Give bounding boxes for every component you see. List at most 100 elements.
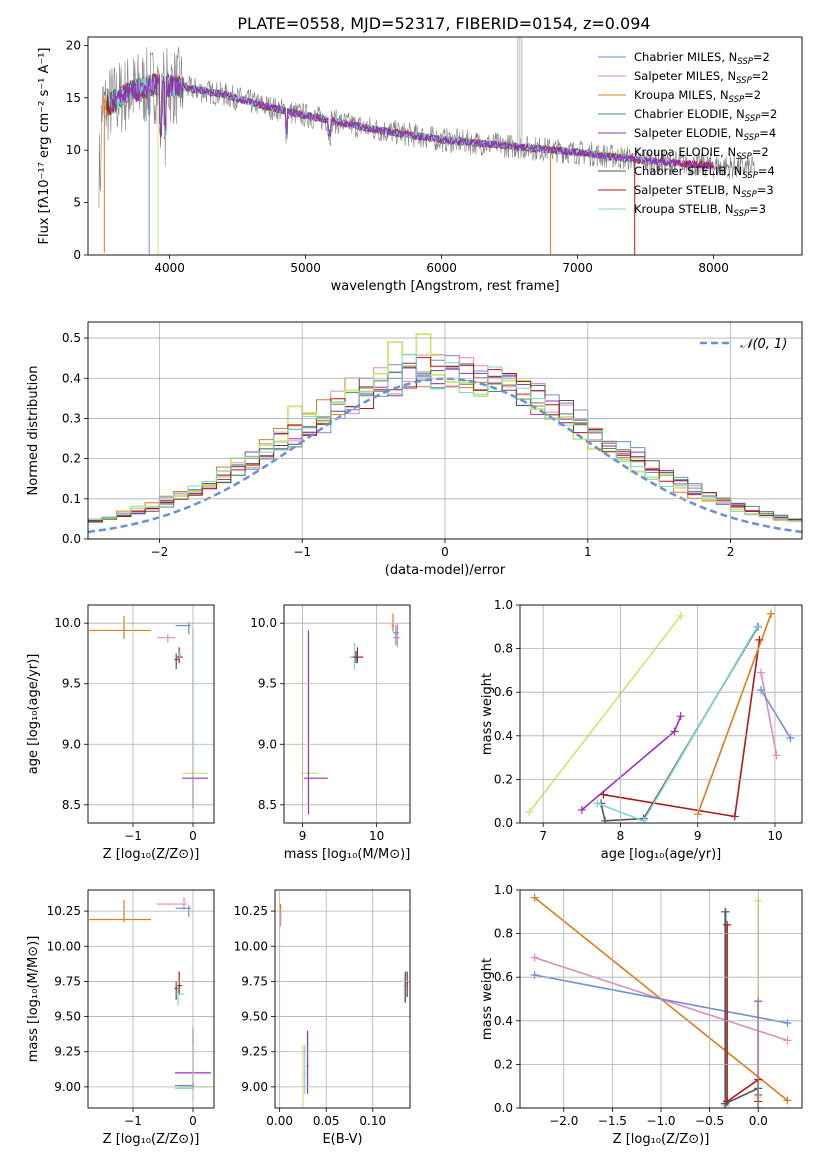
y-tick-label: 9.0	[62, 737, 81, 751]
weight-point	[757, 668, 766, 677]
y-tick-label: 9.50	[241, 1010, 268, 1024]
legend-entry-normal: 𝒩(0, 1)	[740, 337, 787, 352]
legend-entry: Chabrier ELODIE, NSSP=2	[634, 107, 777, 124]
y-axis-label: mass [log₁₀(M/M⊙)]	[26, 936, 41, 1063]
chart-age-vs-mass: 9 10 8.5 9.0 9.5 10.0 mass [log₁₀(M/M⊙)]	[250, 604, 411, 862]
x-tick-label: 8	[617, 829, 625, 843]
chart-mass-weight-vs-Z: −2.0 −1.5 −1.0 −0.5 0.0 0.0 0.2 0.4 0.6 0.8 1.0 Z […	[480, 883, 803, 1147]
x-tick-label: −0.5	[695, 1114, 724, 1128]
x-tick-label: 9	[694, 829, 702, 843]
weight-point	[525, 808, 534, 817]
y-tick-label: 10.25	[234, 904, 268, 918]
y-tick-label: 9.75	[54, 974, 81, 988]
x-axis-label: E(B-V)	[322, 1132, 362, 1147]
weight-line-salpeter_elodie	[581, 715, 682, 811]
chart-mass-vs-Z: −1 0 9.00 9.25 9.50 9.75 10.00 10.25 Z [log₁₀(Z/…	[26, 889, 215, 1147]
legend-label: Chabrier STELIB, N	[634, 164, 742, 178]
legend-entry: Salpeter MILES, NSSP=2	[634, 69, 769, 86]
legend-entry: Kroupa ELODIE, NSSP=2	[634, 145, 769, 162]
y-tick-label: 0.2	[62, 452, 81, 466]
legend-suffix: =2	[760, 107, 777, 121]
y-tick-label: 9.25	[54, 1045, 81, 1059]
y-tick-label: 0.4	[494, 729, 513, 743]
legend-suffix: =2	[752, 69, 769, 83]
legend-entry: Chabrier STELIB, NSSP=4	[634, 164, 775, 181]
weight-point	[670, 727, 679, 736]
legend-label: Salpeter ELODIE, N	[634, 126, 744, 140]
chart-residuals: −2 −1 0 1 2 0.0 0.1 0.2 0.3 0.4 0.5 (data-model)/er…	[26, 321, 803, 578]
weight-point	[600, 816, 609, 823]
x-tick-label: −1.5	[598, 1114, 627, 1128]
legend-subscript: SSP	[736, 76, 752, 86]
chart-age-vs-Z: −1 0 8.5 9.0 9.5 10.0 Z [log₁₀(Z/Z⊙)] age [log₁…	[26, 604, 215, 862]
axes-frame	[87, 604, 215, 824]
weight-point	[577, 805, 586, 814]
chart-mass-vs-ebv: 0.00 0.05 0.10 9.00 9.25 9.50 9.75 10.00 10.25 E(…	[234, 889, 411, 1147]
x-tick-label: −1	[124, 829, 142, 843]
y-tick-label: 0.6	[494, 970, 513, 984]
x-tick-label: 10	[369, 829, 384, 843]
y-tick-label: 0.2	[494, 772, 513, 786]
legend-label: Kroupa MILES, N	[634, 88, 729, 102]
legend-subscript: SSP	[729, 95, 745, 105]
y-tick-label: 0.0	[494, 816, 513, 830]
weight-point	[783, 1018, 792, 1027]
y-tick-label: 0.4	[62, 371, 81, 385]
y-tick-label: 10	[66, 143, 81, 157]
legend-suffix: =2	[752, 145, 769, 159]
legend-label: Kroupa STELIB, N	[634, 202, 734, 216]
weight-point	[786, 733, 795, 742]
y-tick-label: 9.00	[54, 1080, 81, 1094]
legend-label: Chabrier MILES, N	[634, 50, 737, 64]
y-tick-label: 0.0	[494, 1101, 513, 1115]
y-axis-label: Normed distribution	[26, 366, 41, 496]
x-tick-label: −1	[293, 545, 311, 559]
y-tick-label: 9.50	[54, 1010, 81, 1024]
y-tick-label: 1.0	[494, 598, 513, 612]
plot-area-age-vs-Z	[89, 615, 208, 809]
x-tick-label: 0.00	[266, 1114, 293, 1128]
weight-line-kroupa_elodie	[528, 615, 682, 813]
legend-entry: Chabrier MILES, NSSP=2	[634, 50, 770, 67]
weight-line-salpeter_stelib	[603, 639, 761, 818]
x-axis-label: age [log₁₀(age/yr)]	[601, 847, 722, 862]
legend-subscript: SSP	[737, 57, 753, 67]
weight-point	[772, 751, 781, 760]
y-tick-label: 15	[66, 91, 81, 105]
x-tick-label: 8000	[698, 261, 729, 275]
legend-label: Salpeter STELIB, N	[634, 183, 741, 197]
x-tick-label: 7	[539, 829, 547, 843]
x-axis-label: mass [log₁₀(M/M⊙)]	[284, 847, 411, 862]
y-tick-label: 0.0	[62, 532, 81, 546]
y-tick-label: 10.00	[47, 939, 81, 953]
x-tick-label: 1	[584, 545, 592, 559]
x-tick-label: 7000	[562, 261, 593, 275]
legend-entry: Kroupa STELIB, NSSP=3	[634, 202, 766, 219]
x-axis-label: wavelength [Angstrom, rest frame]	[331, 279, 560, 294]
x-tick-label: −1.0	[646, 1114, 675, 1128]
y-tick-label: 0.5	[62, 331, 81, 345]
legend-subscript: SSP	[734, 209, 750, 219]
legend-label: Salpeter MILES, N	[634, 69, 736, 83]
y-tick-label: 9.75	[241, 974, 268, 988]
y-tick-label: 1.0	[494, 883, 513, 897]
y-tick-label: 10.25	[47, 904, 81, 918]
legend-entry: Salpeter ELODIE, NSSP=4	[634, 126, 776, 143]
axes-frame	[87, 36, 803, 256]
spectrum-data-line	[98, 47, 755, 209]
x-tick-label: 6000	[426, 261, 457, 275]
y-tick-label: 9.5	[258, 677, 277, 691]
y-tick-label: 0.8	[494, 927, 513, 941]
weight-point	[593, 799, 602, 808]
y-tick-label: 0.6	[494, 685, 513, 699]
x-axis-label: Z [log₁₀(Z/Z⊙)]	[613, 1132, 710, 1147]
x-axis-label: (data-model)/error	[385, 563, 506, 578]
legend-suffix: =4	[758, 164, 775, 178]
y-tick-label: 0.4	[494, 1014, 513, 1028]
axes-frame	[519, 889, 803, 1109]
legend-suffix: =3	[757, 183, 774, 197]
x-tick-label: 4000	[154, 261, 185, 275]
legend-subscript: SSP	[745, 114, 761, 124]
x-tick-label: 9	[299, 829, 307, 843]
